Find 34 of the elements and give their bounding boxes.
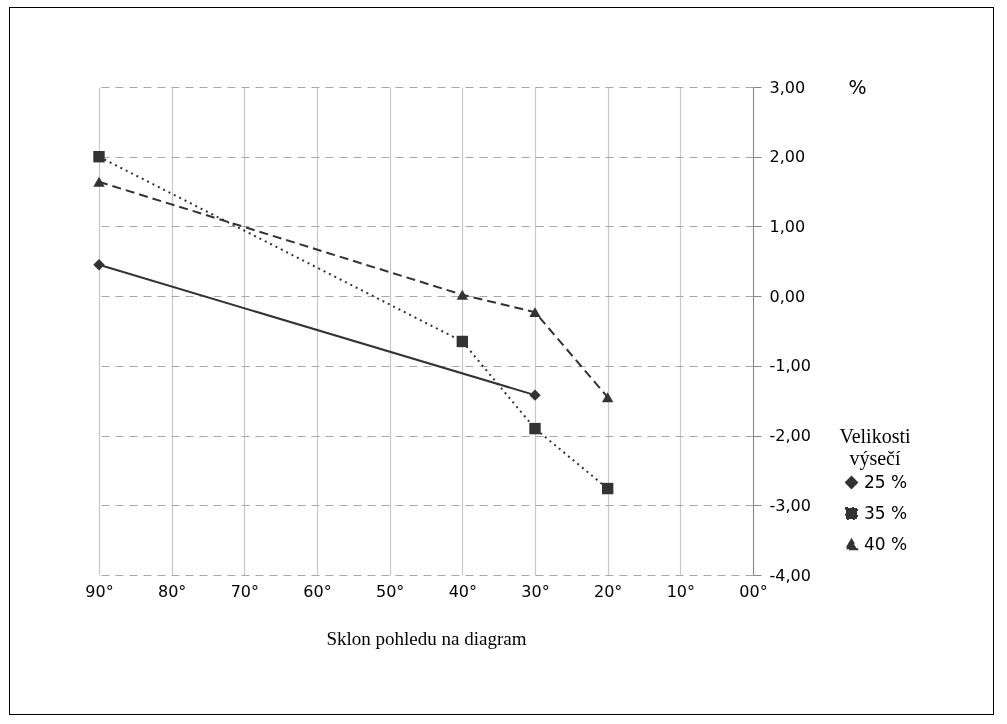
x-tick-label: 00°: [739, 581, 768, 601]
legend-title: Velikosti výsečí: [839, 425, 911, 470]
point: [601, 482, 614, 495]
legend-label: 35 %: [864, 502, 908, 523]
x-tick-label: 30°: [521, 581, 550, 601]
y-tick-label: -1,00: [769, 356, 811, 376]
x-tick-label: 10°: [666, 581, 696, 601]
x-axis-title: Sklon pohledu na diagram: [326, 627, 527, 649]
point: [529, 389, 541, 401]
y-tick-label: 0,00: [769, 286, 806, 306]
legend-label: 25 %: [864, 471, 908, 492]
point: [601, 392, 614, 403]
x-tick-label: 50°: [375, 581, 405, 601]
x-tick-label: 20°: [593, 581, 623, 601]
y-tick-label: -3,00: [769, 495, 811, 515]
y-tick-label: 3,00: [769, 77, 806, 97]
point: [93, 259, 105, 271]
y-axis-title: %: [848, 75, 867, 98]
point: [529, 422, 541, 435]
point: [93, 176, 105, 187]
x-tick-label: 80°: [157, 581, 187, 601]
y-tick-label: 2,00: [769, 147, 806, 167]
x-tick-label: 40°: [448, 581, 478, 601]
x-tick-label: 90°: [85, 581, 114, 601]
x-tick-label: 60°: [303, 581, 332, 601]
y-tick-label: 1,00: [769, 216, 806, 236]
legend-label: 40 %: [864, 533, 908, 554]
point: [456, 335, 469, 348]
y-tick-label: -4,00: [769, 565, 811, 585]
x-tick-label: 70°: [230, 581, 260, 601]
point: [529, 307, 541, 318]
point: [93, 151, 105, 163]
y-tick-label: -2,00: [769, 426, 811, 446]
point: [456, 289, 469, 300]
